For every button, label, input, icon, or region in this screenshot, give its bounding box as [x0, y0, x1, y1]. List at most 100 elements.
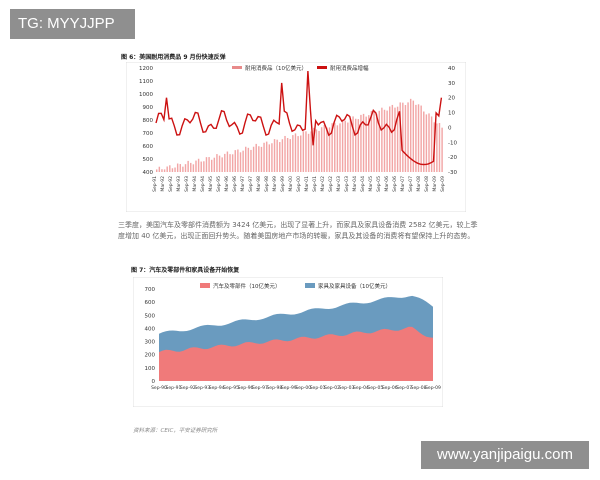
- durables-bar: [279, 142, 281, 172]
- x-tick-label: Sep-98: [266, 385, 282, 391]
- figure1-x-axis: Sep-91 Mar-92 Sep-92 Mar-93 Sep-93 Mar-94 Sep-…: [152, 176, 446, 192]
- durables-bar: [239, 152, 242, 172]
- durables-bar: [182, 166, 184, 172]
- x-tick-label: Mar-01: [304, 176, 310, 192]
- x-tick-label: Sep-07: [396, 385, 412, 391]
- x-tick-label: Mar-93: [176, 176, 182, 192]
- durables-bar: [210, 159, 213, 172]
- x-tick-label: Mar-03: [336, 176, 342, 192]
- watermark-bottom-right: www.yanjipaigu.com: [421, 441, 589, 469]
- x-tick-label: Mar-96: [224, 176, 230, 192]
- durables-bar: [224, 153, 226, 172]
- x-tick-label: Mar-02: [320, 176, 326, 192]
- durables-bar: [156, 169, 158, 172]
- x-tick-label: Sep-92: [168, 176, 174, 192]
- durables-bar: [297, 136, 299, 172]
- x-tick-label: Sep-08: [411, 385, 427, 391]
- durables-bar: [336, 125, 339, 172]
- x-tick-label: Sep-01: [312, 176, 318, 192]
- durables-bar: [352, 116, 354, 172]
- left-tick-label: 1000: [139, 92, 153, 98]
- durables-bar: [258, 146, 260, 172]
- durables-bar: [221, 157, 223, 172]
- durables-bar: [381, 107, 383, 172]
- durables-bar: [231, 154, 234, 172]
- durables-bar: [192, 164, 195, 172]
- durables-bar: [179, 164, 182, 172]
- x-tick-label: Sep-97: [248, 176, 254, 192]
- left-tick-label: 700: [143, 131, 154, 137]
- x-tick-label: Sep-02: [324, 385, 340, 391]
- figure2-y-axis: 700 600 500 400 300 200 100 0: [145, 287, 156, 385]
- legend-furniture: 家具及家具设备（10亿美元）: [318, 282, 391, 290]
- durables-bar: [389, 106, 391, 172]
- durables-bar: [302, 131, 305, 172]
- durables-bar: [252, 146, 255, 172]
- durables-bar: [375, 113, 378, 172]
- x-tick-label: Sep-01: [310, 385, 326, 391]
- x-tick-label: Sep-96: [232, 176, 238, 192]
- durables-bar: [315, 129, 318, 172]
- durables-bar: [347, 122, 349, 172]
- figure2-chart: 汽车及零部件（10亿美元） 家具及家具设备（10亿美元） 700 600 500 40…: [133, 277, 443, 407]
- y-tick-label: 100: [145, 366, 156, 372]
- durables-bar: [425, 114, 428, 172]
- durables-bar: [354, 118, 357, 172]
- x-tick-label: Sep-03: [339, 385, 355, 391]
- x-tick-label: Mar-09: [432, 176, 438, 192]
- legend-swatch-growth: [317, 66, 327, 69]
- durables-bar: [255, 143, 257, 172]
- durables-bar: [158, 166, 161, 172]
- durables-bar: [360, 114, 362, 172]
- y-tick-label: 600: [145, 300, 156, 306]
- x-tick-label: Mar-95: [208, 176, 214, 192]
- x-tick-label: Sep-07: [408, 176, 414, 192]
- durables-bar: [197, 158, 200, 172]
- x-tick-label: Sep-09: [440, 176, 446, 192]
- durables-bar: [417, 104, 420, 172]
- durables-bar: [373, 111, 375, 172]
- x-tick-label: Mar-97: [240, 176, 246, 192]
- x-tick-label: Sep-98: [264, 176, 270, 192]
- durables-bar: [187, 160, 189, 172]
- x-tick-label: Sep-92: [180, 385, 196, 391]
- x-tick-label: Mar-04: [352, 176, 358, 192]
- figure1-bars: [156, 98, 443, 172]
- x-tick-label: Sep-00: [295, 385, 311, 391]
- x-tick-label: Mar-00: [288, 176, 294, 192]
- durables-bar: [271, 143, 273, 172]
- legend-growth: 耐用消费品增幅: [330, 64, 369, 72]
- durables-bar: [402, 102, 404, 172]
- durables-bar: [260, 146, 263, 172]
- durables-bar: [184, 164, 187, 172]
- durables-bar: [391, 104, 394, 172]
- durables-bar: [169, 165, 171, 172]
- left-tick-label: 600: [143, 144, 154, 150]
- x-tick-label: Mar-92: [160, 176, 166, 192]
- durables-bar: [357, 119, 360, 172]
- right-tick-label: -10: [448, 140, 457, 146]
- x-tick-label: Sep-93: [184, 176, 190, 192]
- left-tick-label: 1200: [139, 66, 153, 72]
- x-tick-label: Sep-96: [238, 385, 254, 391]
- x-tick-label: Sep-08: [424, 176, 430, 192]
- durables-bar: [430, 116, 433, 172]
- durables-bar: [307, 133, 310, 172]
- body-paragraph: 三季度，美国汽车及零部件消费额为 3424 亿美元，出现了显著上升，而家具及家具…: [118, 221, 478, 240]
- durables-bar: [441, 127, 443, 172]
- x-tick-label: Sep-99: [281, 385, 297, 391]
- durables-bar: [195, 160, 197, 172]
- x-tick-label: Sep-04: [360, 176, 366, 192]
- durables-bar: [420, 105, 422, 172]
- durables-bar: [326, 127, 328, 172]
- durables-bar: [234, 150, 236, 172]
- left-tick-label: 800: [143, 118, 154, 124]
- durables-bar: [341, 119, 344, 172]
- y-tick-label: 200: [145, 353, 156, 359]
- durables-bar: [404, 105, 407, 172]
- x-tick-label: Mar-05: [368, 176, 374, 192]
- durables-bar: [313, 127, 315, 172]
- legend-durables: 耐用消费品（10亿美元）: [245, 64, 307, 72]
- x-tick-label: Mar-94: [192, 176, 198, 192]
- durables-bar: [216, 154, 218, 172]
